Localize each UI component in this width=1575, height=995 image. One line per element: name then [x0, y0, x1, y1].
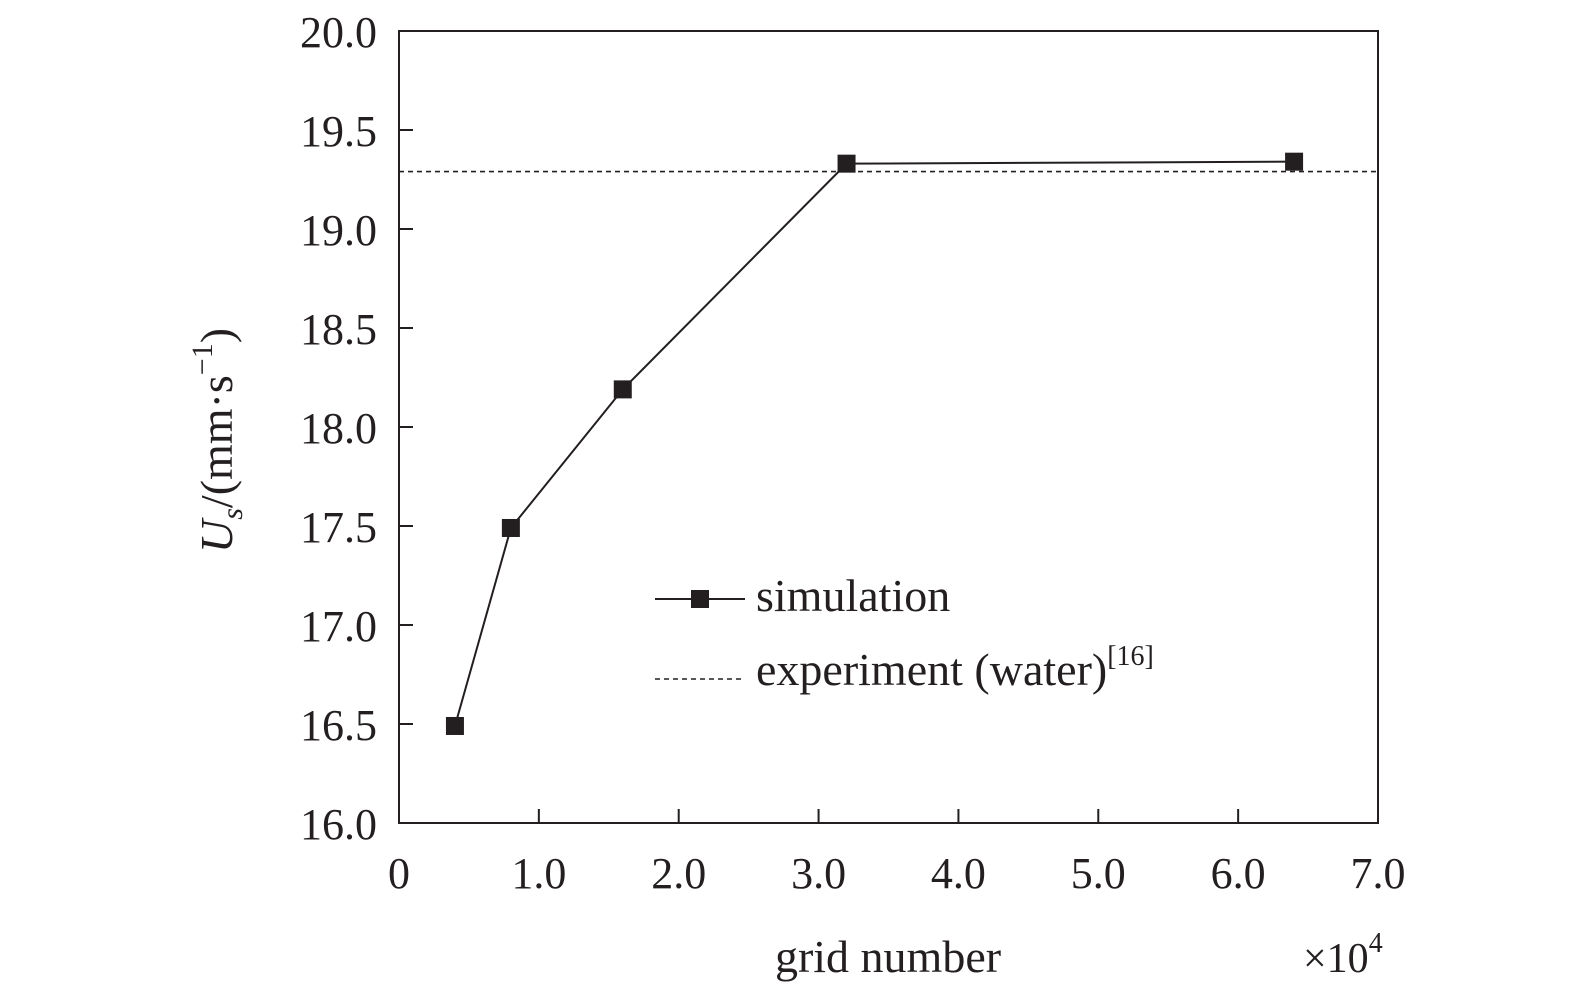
- y-axis-title-symbol: U: [191, 517, 242, 553]
- legend-experiment-label: experiment (water)[16]: [756, 641, 1154, 695]
- y-axis-title-subscript: s: [216, 508, 249, 520]
- x-tick-label: 0: [388, 849, 410, 898]
- data-point-simulation: [837, 154, 856, 173]
- y-tick-label: 20.0: [300, 8, 377, 57]
- data-point-simulation: [1285, 152, 1304, 171]
- y-tick-label: 16.0: [300, 800, 377, 849]
- y-tick-label: 19.0: [300, 206, 377, 255]
- data-point-simulation: [501, 518, 520, 537]
- legend-experiment-text: experiment (water): [756, 644, 1107, 695]
- x-tick-label: 7.0: [1351, 849, 1406, 898]
- x-axis-multiplier-base: ×10: [1303, 936, 1369, 982]
- series-layer: [445, 152, 1304, 735]
- x-tick-label: 3.0: [791, 849, 846, 898]
- y-tick-label: 19.5: [300, 107, 377, 156]
- y-axis-title-unit: /(mm·s: [191, 375, 242, 508]
- x-axis-ticks: 0 1.0 2.0 3.0 4.0 5.0 6.0 7.0: [388, 809, 1406, 898]
- plot-frame: [398, 30, 1379, 824]
- x-tick-label: 4.0: [931, 849, 986, 898]
- y-tick-label: 17.0: [300, 602, 377, 651]
- data-point-simulation: [613, 380, 632, 399]
- series-line-simulation: [453, 160, 1295, 727]
- x-tick-label: 2.0: [651, 849, 706, 898]
- y-axis-title-close: ): [191, 328, 242, 343]
- x-axis-title: grid number: [775, 931, 1001, 982]
- x-tick-label: 6.0: [1211, 849, 1266, 898]
- y-axis-title-unit-exponent: −1: [186, 343, 219, 375]
- x-axis-multiplier: ×104: [1303, 928, 1383, 982]
- legend-experiment-citation: [16]: [1107, 641, 1154, 672]
- legend-simulation-marker: [691, 590, 709, 608]
- y-tick-label: 18.5: [300, 305, 377, 354]
- y-tick-label: 18.0: [300, 404, 377, 453]
- x-tick-label: 1.0: [511, 849, 566, 898]
- data-point-simulation: [445, 716, 464, 735]
- legend: simulation experiment (water)[16]: [655, 570, 1154, 695]
- y-tick-label: 16.5: [300, 701, 377, 750]
- legend-simulation-label: simulation: [756, 570, 950, 621]
- y-axis-ticks: 16.0 16.5 17.0 17.5 18.0 18.5 19.0 19.5 20.0: [300, 8, 413, 849]
- x-axis-multiplier-exponent: 4: [1369, 928, 1383, 959]
- y-axis-title: Us/(mm·s−1): [186, 328, 249, 553]
- legend-item-simulation: simulation: [655, 570, 950, 621]
- x-tick-label: 5.0: [1071, 849, 1126, 898]
- legend-item-experiment: experiment (water)[16]: [655, 641, 1154, 695]
- y-tick-label: 17.5: [300, 503, 377, 552]
